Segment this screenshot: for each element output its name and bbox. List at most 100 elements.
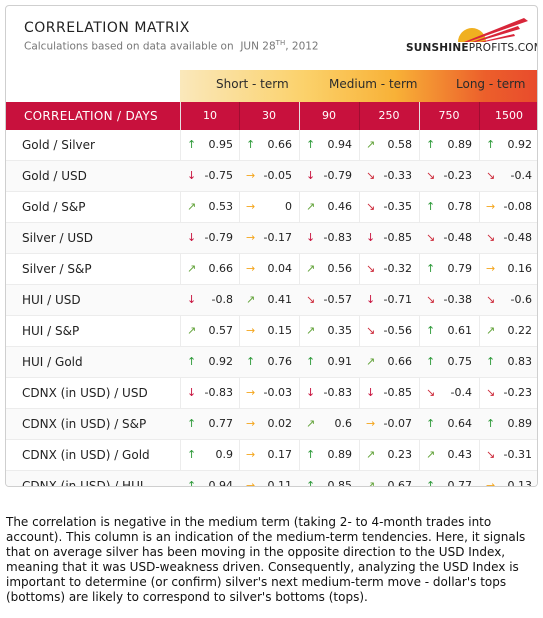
correlation-cell: ↓ -0.75 — [181, 169, 239, 183]
correlation-value: 0.91 — [327, 355, 353, 368]
arrow-down-right-icon: ↘ — [366, 324, 376, 337]
correlation-value: -0.03 — [263, 386, 292, 399]
arrow-down-right-icon: ↘ — [366, 262, 376, 275]
table-row: Gold / USD ↓ -0.75 → -0.05 ↓ -0.79 ↘ -0.33 ↘ -0.23… — [6, 161, 537, 192]
arrow-down-icon: ↓ — [366, 386, 376, 399]
correlation-cell: ↓ -0.83 — [181, 386, 239, 400]
row-label: Gold / S&P — [22, 200, 86, 214]
logo-text-part1: SUNSHINE — [406, 42, 469, 54]
correlation-cell: ↘ -0.23 — [420, 169, 478, 183]
arrow-down-icon: ↓ — [187, 169, 197, 182]
correlation-cell: ↑ 0.83 — [480, 355, 537, 369]
correlation-cell: ↘ -0.56 — [360, 324, 418, 338]
correlation-value: 0.61 — [447, 324, 473, 337]
correlation-cell: ↘ -0.4 — [480, 169, 537, 183]
correlation-value: 0.23 — [387, 448, 413, 461]
arrow-up-right-icon: ↗ — [366, 448, 376, 461]
commentary-text: The correlation is negative in the mediu… — [6, 515, 526, 604]
correlation-value: 0.94 — [208, 479, 234, 487]
row-label: Silver / S&P — [22, 262, 92, 276]
correlation-value: 0.79 — [447, 262, 473, 275]
table-row: Silver / USD ↓ -0.79 → -0.17 ↓ -0.83 ↓ -0.85 ↘ -0.… — [6, 223, 537, 254]
correlation-value: 0.78 — [447, 200, 473, 213]
correlation-value: 0.83 — [507, 355, 533, 368]
correlation-value: 0.43 — [447, 448, 473, 461]
correlation-cell: → -0.08 — [480, 200, 537, 214]
arrow-up-right-icon: ↗ — [366, 138, 376, 151]
correlation-cell: ↑ 0.89 — [480, 417, 537, 431]
arrow-down-icon: ↓ — [187, 293, 197, 306]
correlation-cell: ↓ -0.83 — [300, 231, 358, 245]
correlation-cell: → 0.15 — [240, 324, 298, 338]
correlation-cell: ↑ 0.94 — [181, 479, 239, 487]
header-divider — [299, 102, 300, 130]
correlation-value: -0.08 — [503, 200, 532, 213]
correlation-value: -0.56 — [383, 324, 412, 337]
correlation-value: -0.23 — [443, 169, 472, 182]
arrow-up-icon: ↑ — [187, 448, 197, 461]
correlation-cell: ↗ 0.53 — [181, 200, 239, 214]
arrow-up-icon: ↑ — [426, 324, 436, 337]
correlation-cell: ↑ 0.94 — [300, 138, 358, 152]
correlation-value: 0 — [285, 200, 292, 213]
correlation-cell: ↓ -0.85 — [360, 231, 418, 245]
correlation-cell: ↗ 0.43 — [420, 448, 478, 462]
correlation-value: 0.85 — [327, 479, 353, 487]
correlation-cell: ↑ 0.89 — [420, 138, 478, 152]
correlation-value: -0.83 — [323, 231, 352, 244]
correlation-value: -0.57 — [323, 293, 352, 306]
group-short-term: Short - term — [216, 77, 289, 91]
row-label: Gold / USD — [22, 169, 87, 183]
row-label: HUI / S&P — [22, 324, 80, 338]
arrow-right-icon: → — [246, 386, 256, 399]
correlation-cell: → 0.16 — [480, 262, 537, 276]
correlation-cell: ↓ -0.71 — [360, 293, 418, 307]
group-long-term: Long - term — [456, 77, 526, 91]
subtitle-year: , 2012 — [285, 40, 319, 53]
arrow-down-right-icon: ↘ — [366, 200, 376, 213]
correlation-value: 0.56 — [327, 262, 353, 275]
correlation-value: -0.8 — [211, 293, 233, 306]
row-label: HUI / Gold — [22, 355, 83, 369]
correlation-cell: ↑ 0.95 — [181, 138, 239, 152]
correlation-cell: ↘ -0.57 — [300, 293, 358, 307]
row-label: Silver / USD — [22, 231, 94, 245]
correlation-cell: ↑ 0.92 — [181, 355, 239, 369]
header-label: CORRELATION / DAYS — [24, 109, 158, 123]
row-label: Gold / Silver — [22, 138, 95, 152]
arrow-up-icon: ↑ — [486, 138, 496, 151]
arrow-down-icon: ↓ — [306, 386, 316, 399]
table-row: CDNX (in USD) / HUI ↑ 0.94 → 0.11 ↑ 0.85 ↗ 0.67 ↑… — [6, 471, 537, 487]
arrow-down-icon: ↓ — [306, 231, 316, 244]
correlation-cell: ↘ -0.48 — [480, 231, 537, 245]
term-group-bar — [180, 70, 537, 102]
correlation-value: -0.83 — [204, 386, 233, 399]
correlation-cell: ↑ 0.77 — [420, 479, 478, 486]
arrow-down-right-icon: ↘ — [366, 169, 376, 182]
arrow-down-right-icon: ↘ — [486, 386, 496, 399]
correlation-matrix-panel: CORRELATION MATRIX Calculations based on… — [5, 5, 538, 487]
correlation-value: -0.71 — [383, 293, 412, 306]
correlation-cell: ↘ -0.32 — [360, 262, 418, 276]
arrow-up-icon: ↑ — [306, 479, 316, 487]
correlation-cell: ↘ -0.23 — [480, 386, 537, 400]
correlation-value: 0.92 — [208, 355, 234, 368]
arrow-down-right-icon: ↘ — [426, 293, 436, 306]
table-row: HUI / S&P ↗ 0.57 → 0.15 ↗ 0.35 ↘ -0.56 ↑ 0.61 ↗ 0.22 — [6, 316, 537, 347]
arrow-up-icon: ↑ — [306, 355, 316, 368]
correlation-cell: → -0.03 — [240, 386, 298, 400]
arrow-up-right-icon: ↗ — [246, 293, 256, 306]
arrow-up-icon: ↑ — [426, 138, 436, 151]
correlation-value: 0.66 — [267, 138, 293, 151]
correlation-cell: ↑ 0.76 — [240, 355, 298, 369]
arrow-up-icon: ↑ — [187, 355, 197, 368]
correlation-value: -0.79 — [204, 231, 233, 244]
logo-text-part2: PROFITS.COM — [468, 42, 538, 54]
arrow-down-right-icon: ↘ — [426, 231, 436, 244]
correlation-cell: → 0 — [240, 200, 298, 214]
correlation-value: -0.33 — [383, 169, 412, 182]
table-row: CDNX (in USD) / Gold ↑ 0.9 → 0.17 ↑ 0.89 ↗ 0.23 ↗… — [6, 440, 537, 471]
correlation-cell: ↗ 0.66 — [181, 262, 239, 276]
arrow-up-icon: ↑ — [486, 417, 496, 430]
arrow-up-icon: ↑ — [187, 138, 197, 151]
